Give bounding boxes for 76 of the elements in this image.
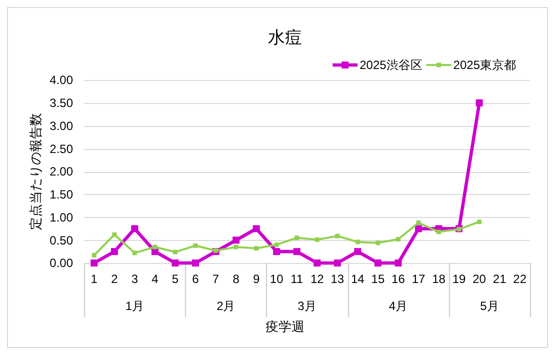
x-tick-label: 15	[371, 272, 385, 286]
point	[376, 240, 380, 246]
chart-title: 水痘	[268, 28, 302, 47]
x-tick-label: 11	[290, 272, 304, 286]
x-tick-label: 20	[472, 272, 486, 286]
x-tick-label: 9	[252, 272, 260, 286]
x-tick-label: 6	[192, 272, 200, 286]
x-axis-title: 疫学週	[266, 319, 304, 334]
point	[293, 248, 300, 256]
point	[416, 220, 421, 225]
x-tick-label: 5	[172, 272, 179, 286]
point	[436, 230, 442, 234]
point	[152, 244, 158, 250]
point	[394, 260, 402, 266]
x-tick-label: 19	[452, 272, 466, 286]
text: 3月	[298, 299, 316, 313]
point	[90, 260, 98, 266]
y-tick-label: 0.00	[50, 256, 74, 270]
point	[131, 225, 138, 232]
point	[92, 252, 96, 258]
point	[274, 242, 279, 247]
point	[477, 220, 482, 224]
point	[314, 260, 321, 266]
point	[112, 232, 117, 237]
legend-label: 2025渋谷区	[360, 58, 422, 72]
text: 1月	[125, 299, 144, 313]
point	[334, 260, 341, 266]
point	[172, 250, 178, 254]
point	[335, 234, 340, 238]
point	[232, 236, 240, 244]
point	[172, 260, 179, 266]
point	[193, 243, 198, 248]
point	[396, 236, 400, 242]
point	[252, 225, 260, 232]
x-tick-label: 7	[212, 272, 220, 286]
text: 4月	[388, 299, 408, 313]
y-tick-label: 1.50	[50, 188, 74, 202]
point	[132, 250, 137, 256]
legend-label: 2025東京都	[453, 58, 516, 72]
point	[110, 248, 118, 256]
y-tick-label: 3.50	[50, 96, 74, 110]
y-tick-label: 0.50	[50, 233, 74, 248]
x-tick-label: 17	[412, 272, 426, 286]
point	[294, 236, 300, 240]
x-tick-label: 3	[131, 272, 138, 286]
y-tick-label: 4.00	[50, 73, 74, 88]
x-tick-label: 21	[492, 272, 507, 286]
y-tick-label: 2.00	[50, 164, 74, 179]
point	[355, 240, 360, 244]
x-tick-label: 22	[513, 272, 527, 286]
text: 2月	[216, 299, 236, 313]
x-tick-label: 1	[90, 272, 98, 286]
point	[234, 244, 238, 250]
point	[254, 246, 259, 251]
x-tick-label: 4	[152, 272, 159, 286]
x-tick-label: 10	[270, 272, 284, 286]
point	[273, 248, 280, 256]
point	[214, 248, 218, 253]
y-axis-title: 定点当たりの報告数	[28, 113, 43, 230]
x-tick-label: 13	[330, 272, 344, 286]
y-tick-label: 1.00	[50, 210, 74, 224]
point	[354, 248, 362, 256]
point	[415, 225, 422, 232]
point	[476, 99, 483, 106]
x-tick-label: 2	[111, 272, 118, 286]
text: 5月	[480, 299, 499, 313]
y-tick-label: 3.00	[50, 118, 74, 133]
y-tick-label: 2.50	[50, 142, 74, 156]
x-tick-label: 8	[232, 272, 240, 286]
x-tick-label: 14	[351, 272, 365, 286]
point	[374, 260, 382, 266]
point	[192, 260, 199, 266]
x-tick-label: 18	[432, 272, 446, 286]
x-tick-label: 16	[392, 272, 406, 286]
x-tick-label: 12	[310, 272, 324, 286]
point	[314, 237, 320, 242]
